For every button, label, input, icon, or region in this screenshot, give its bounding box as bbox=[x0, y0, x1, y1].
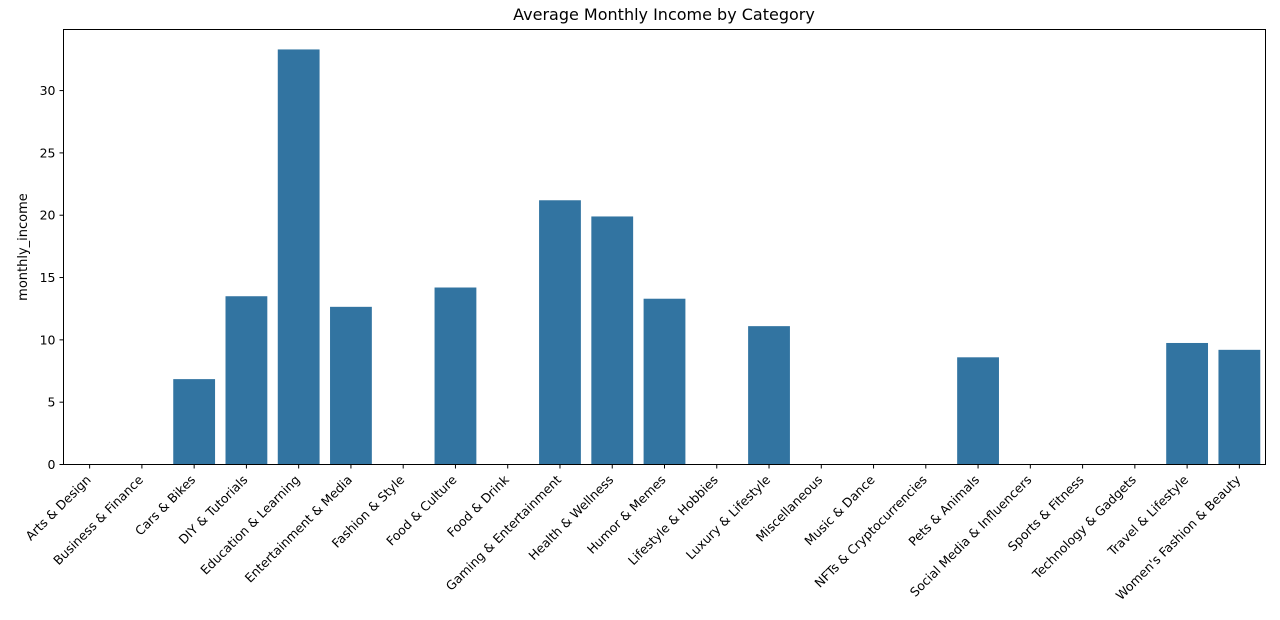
y-tick-label: 20 bbox=[40, 208, 56, 223]
x-tick-label: Technology & Gadgets bbox=[1029, 472, 1139, 582]
bar bbox=[748, 326, 790, 465]
bar bbox=[1218, 349, 1261, 465]
y-axis-label: monthly_income bbox=[16, 193, 31, 301]
plot-frame bbox=[63, 29, 1266, 465]
y-tick-label: 10 bbox=[40, 332, 56, 347]
bar bbox=[957, 357, 999, 465]
bar bbox=[277, 49, 320, 465]
y-tick-label: 15 bbox=[40, 270, 56, 285]
bar bbox=[330, 306, 372, 465]
y-tick-label: 0 bbox=[48, 457, 56, 472]
chart-title: Average Monthly Income by Category bbox=[513, 5, 815, 24]
y-tick-label: 30 bbox=[40, 83, 56, 98]
bar bbox=[1166, 342, 1209, 465]
y-axis: 0 5 10 15 20 25 30 bbox=[40, 83, 64, 472]
x-tick-label: Education & Learning bbox=[197, 472, 303, 578]
x-tick-label: Business & Finance bbox=[50, 472, 146, 568]
bar bbox=[434, 287, 477, 465]
bar bbox=[173, 379, 216, 465]
bar bbox=[225, 296, 268, 465]
y-tick-label: 5 bbox=[48, 395, 56, 410]
y-tick-label: 25 bbox=[40, 145, 56, 160]
x-tick-label: Entertainment & Media bbox=[242, 472, 355, 585]
x-tick-label: Lifestyle & Hobbies bbox=[625, 472, 721, 568]
bars-group bbox=[173, 49, 1261, 465]
bar bbox=[591, 216, 634, 465]
bar bbox=[539, 200, 581, 465]
bar bbox=[643, 298, 686, 465]
